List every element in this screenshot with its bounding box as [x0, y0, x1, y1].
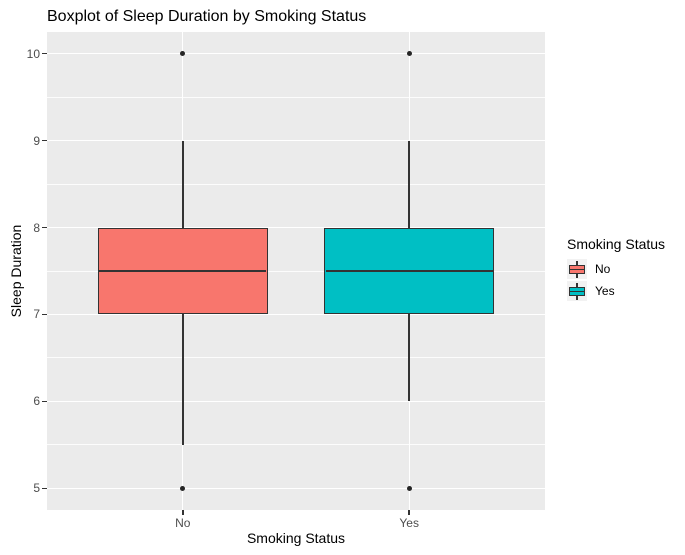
y-axis-title: Sleep Duration: [8, 224, 24, 318]
x-tick-mark: [408, 510, 410, 515]
median-line: [325, 270, 493, 272]
y-tick-mark: [42, 400, 47, 403]
x-tick-label: No: [175, 516, 191, 530]
legend-key-median: [570, 268, 584, 270]
gridline-major: [47, 400, 545, 402]
legend-entries: No Yes: [567, 259, 665, 301]
y-tick-mark: [42, 52, 47, 55]
legend-entry: Yes: [567, 281, 665, 301]
legend: Smoking Status No Yes: [567, 236, 665, 303]
legend-title: Smoking Status: [567, 236, 666, 252]
y-tick-label: 5: [33, 481, 40, 496]
legend-key-median: [570, 290, 584, 292]
lower-whisker: [182, 314, 184, 445]
legend-key-boxplot-icon: [567, 281, 587, 301]
legend-key-boxplot-icon: [567, 259, 587, 279]
x-tick-label: Yes: [399, 516, 419, 530]
y-tick-mark: [42, 226, 47, 229]
y-tick-label: 9: [33, 133, 40, 148]
lower-whisker: [408, 314, 410, 402]
y-tick-label: 10: [26, 46, 40, 61]
gridline-minor: [47, 357, 545, 359]
legend-entry: No: [567, 259, 665, 279]
gridline-major: [47, 53, 545, 55]
y-tick-label: 8: [33, 220, 40, 235]
gridline-minor: [47, 444, 545, 446]
y-tick-mark: [42, 139, 47, 142]
legend-entry-label: No: [595, 262, 611, 276]
gridline-major: [47, 313, 545, 315]
gridline-minor: [47, 270, 545, 272]
outlier-point: [180, 51, 186, 57]
y-tick-mark: [42, 487, 47, 490]
x-axis-title: Smoking Status: [246, 530, 346, 546]
plot-title: Boxplot of Sleep Duration by Smoking Sta…: [47, 8, 367, 25]
plot-panel: [47, 32, 545, 510]
gridline-major: [47, 227, 545, 229]
outlier-point: [406, 485, 412, 491]
gridline-major: [47, 487, 545, 489]
y-tick-label: 7: [33, 307, 40, 322]
outlier-point: [406, 51, 412, 57]
upper-whisker: [182, 140, 184, 228]
legend-entry-label: Yes: [595, 284, 615, 298]
gridline-minor: [47, 96, 545, 98]
median-line: [99, 270, 267, 272]
gridline-major: [47, 140, 545, 142]
outlier-point: [180, 485, 186, 491]
gridline-minor: [47, 183, 545, 185]
upper-whisker: [408, 140, 410, 228]
y-tick-mark: [42, 313, 47, 316]
y-tick-label: 6: [33, 394, 40, 409]
x-tick-mark: [182, 510, 184, 515]
